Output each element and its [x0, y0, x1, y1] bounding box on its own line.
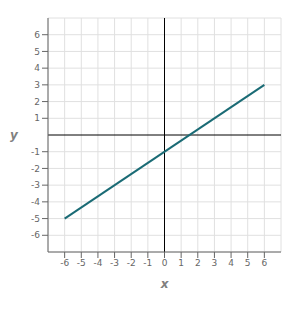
svg-text:2: 2 — [34, 97, 40, 107]
svg-text:x: x — [160, 277, 170, 291]
svg-text:4: 4 — [34, 63, 40, 73]
svg-text:0: 0 — [162, 258, 168, 268]
svg-text:-5: -5 — [77, 258, 86, 268]
svg-text:-3: -3 — [110, 258, 119, 268]
svg-text:-3: -3 — [31, 180, 40, 190]
svg-text:6: 6 — [261, 258, 267, 268]
svg-text:5: 5 — [34, 47, 40, 57]
svg-text:5: 5 — [245, 258, 251, 268]
svg-text:-6: -6 — [31, 230, 40, 240]
svg-text:1: 1 — [178, 258, 184, 268]
svg-text:-1: -1 — [143, 258, 152, 268]
svg-text:-2: -2 — [127, 258, 136, 268]
svg-text:-4: -4 — [31, 197, 40, 207]
svg-text:1: 1 — [34, 113, 40, 123]
svg-text:-4: -4 — [93, 258, 102, 268]
svg-text:2: 2 — [195, 258, 201, 268]
svg-text:y: y — [10, 128, 19, 142]
svg-text:4: 4 — [228, 258, 234, 268]
svg-text:3: 3 — [212, 258, 218, 268]
svg-text:-2: -2 — [31, 164, 40, 174]
svg-text:6: 6 — [34, 30, 40, 40]
svg-text:-6: -6 — [60, 258, 69, 268]
svg-text:-1: -1 — [31, 147, 40, 157]
svg-text:-5: -5 — [31, 214, 40, 224]
svg-text:3: 3 — [34, 80, 40, 90]
